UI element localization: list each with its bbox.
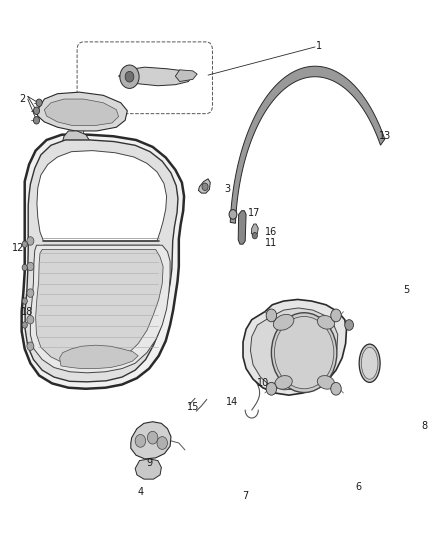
- Polygon shape: [230, 66, 385, 223]
- Text: 3: 3: [225, 184, 231, 195]
- Circle shape: [33, 117, 39, 124]
- Text: 1: 1: [316, 41, 322, 51]
- Circle shape: [120, 65, 139, 88]
- Circle shape: [266, 382, 277, 395]
- Circle shape: [148, 431, 158, 444]
- Polygon shape: [198, 179, 210, 193]
- Circle shape: [345, 320, 353, 330]
- Text: 13: 13: [379, 131, 391, 141]
- Polygon shape: [251, 308, 338, 390]
- Polygon shape: [60, 345, 138, 368]
- Circle shape: [22, 264, 27, 271]
- Polygon shape: [25, 140, 178, 382]
- Circle shape: [33, 107, 39, 115]
- Circle shape: [331, 382, 341, 395]
- Circle shape: [135, 434, 146, 447]
- Text: 11: 11: [265, 238, 278, 247]
- Polygon shape: [44, 99, 119, 126]
- Polygon shape: [62, 131, 90, 156]
- Text: 4: 4: [138, 488, 144, 497]
- Ellipse shape: [273, 314, 294, 330]
- Text: 5: 5: [404, 286, 410, 295]
- Polygon shape: [243, 300, 346, 395]
- Text: 7: 7: [242, 491, 248, 501]
- Polygon shape: [35, 249, 163, 366]
- Circle shape: [27, 289, 34, 297]
- Circle shape: [27, 262, 34, 271]
- Polygon shape: [119, 67, 193, 86]
- Circle shape: [125, 71, 134, 82]
- Polygon shape: [175, 70, 197, 82]
- Circle shape: [202, 183, 208, 190]
- Text: 9: 9: [146, 458, 152, 468]
- Ellipse shape: [361, 348, 378, 379]
- Circle shape: [272, 313, 337, 392]
- Circle shape: [252, 232, 258, 239]
- Polygon shape: [131, 422, 171, 459]
- Text: 2: 2: [19, 94, 26, 104]
- Polygon shape: [238, 211, 246, 244]
- Text: 6: 6: [356, 482, 362, 492]
- Text: 14: 14: [226, 397, 238, 407]
- Circle shape: [331, 309, 341, 322]
- Text: 12: 12: [12, 243, 25, 253]
- Ellipse shape: [317, 316, 335, 329]
- Circle shape: [266, 309, 277, 322]
- Polygon shape: [135, 459, 161, 479]
- Text: 8: 8: [421, 421, 427, 431]
- Circle shape: [22, 322, 27, 328]
- Circle shape: [275, 317, 334, 389]
- Ellipse shape: [359, 344, 380, 382]
- Circle shape: [27, 342, 34, 351]
- Circle shape: [22, 241, 27, 247]
- Ellipse shape: [317, 376, 335, 389]
- Polygon shape: [251, 224, 258, 236]
- Polygon shape: [37, 151, 166, 241]
- Text: 15: 15: [187, 402, 199, 413]
- Circle shape: [27, 237, 34, 245]
- Polygon shape: [36, 92, 127, 131]
- Text: 18: 18: [21, 306, 33, 317]
- Circle shape: [27, 316, 34, 324]
- Circle shape: [229, 209, 237, 219]
- Circle shape: [36, 99, 42, 107]
- Polygon shape: [21, 135, 184, 389]
- Circle shape: [157, 437, 167, 449]
- Polygon shape: [66, 156, 85, 173]
- Polygon shape: [30, 245, 170, 373]
- Circle shape: [22, 298, 27, 304]
- Ellipse shape: [275, 376, 292, 389]
- Text: 17: 17: [248, 208, 260, 219]
- Text: 10: 10: [257, 378, 269, 389]
- FancyBboxPatch shape: [77, 42, 212, 114]
- Text: 16: 16: [265, 227, 278, 237]
